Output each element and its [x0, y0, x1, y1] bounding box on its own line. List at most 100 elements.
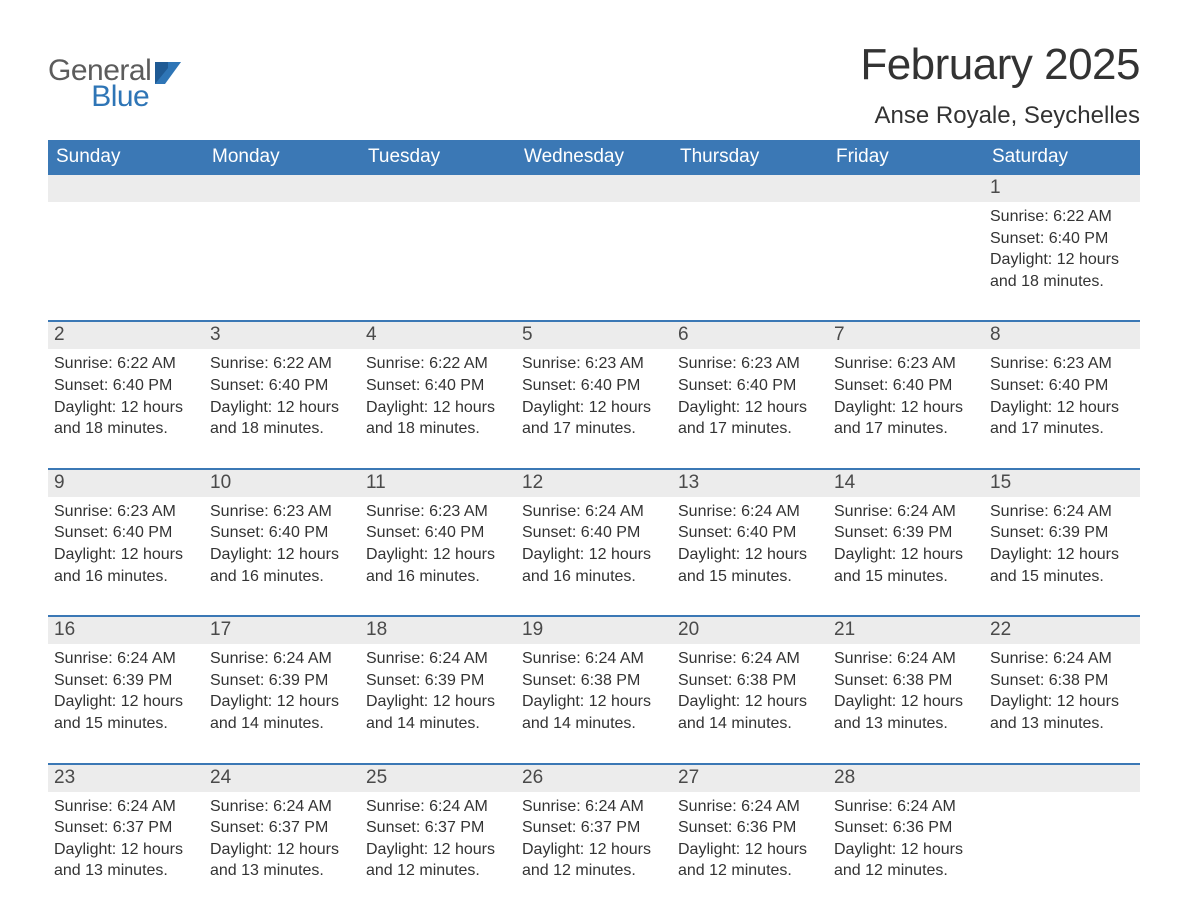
sunset-line: Sunset: 6:39 PM — [834, 522, 978, 544]
sunrise-line: Sunrise: 6:24 AM — [834, 796, 978, 818]
weekday-header-row: SundayMondayTuesdayWednesdayThursdayFrid… — [48, 140, 1140, 175]
sunset-line: Sunset: 6:40 PM — [990, 375, 1134, 397]
sunrise-line: Sunrise: 6:23 AM — [834, 353, 978, 375]
day-body: Sunrise: 6:24 AMSunset: 6:39 PMDaylight:… — [984, 497, 1140, 591]
calendar-day-cell: 2Sunrise: 6:22 AMSunset: 6:40 PMDaylight… — [48, 322, 204, 443]
day-number: 1 — [984, 175, 1140, 202]
sunrise-line: Sunrise: 6:23 AM — [366, 501, 510, 523]
daylight-line: Daylight: 12 hours and 12 minutes. — [522, 839, 666, 882]
daylight-line: Daylight: 12 hours and 16 minutes. — [522, 544, 666, 587]
calendar-day-cell: 18Sunrise: 6:24 AMSunset: 6:39 PMDayligh… — [360, 617, 516, 738]
weekday-header-cell: Sunday — [48, 140, 204, 175]
day-number: 14 — [828, 470, 984, 497]
sunset-line: Sunset: 6:39 PM — [210, 670, 354, 692]
day-body: Sunrise: 6:23 AMSunset: 6:40 PMDaylight:… — [204, 497, 360, 591]
day-body: Sunrise: 6:24 AMSunset: 6:36 PMDaylight:… — [672, 792, 828, 886]
day-body: Sunrise: 6:24 AMSunset: 6:38 PMDaylight:… — [984, 644, 1140, 738]
sunrise-line: Sunrise: 6:24 AM — [678, 501, 822, 523]
sunrise-line: Sunrise: 6:24 AM — [366, 648, 510, 670]
calendar-day-cell — [360, 175, 516, 296]
sunset-line: Sunset: 6:40 PM — [210, 375, 354, 397]
sunrise-line: Sunrise: 6:24 AM — [522, 501, 666, 523]
day-body: Sunrise: 6:24 AMSunset: 6:37 PMDaylight:… — [48, 792, 204, 886]
day-number: 8 — [984, 322, 1140, 349]
sunset-line: Sunset: 6:40 PM — [366, 522, 510, 544]
daylight-line: Daylight: 12 hours and 16 minutes. — [210, 544, 354, 587]
day-body: Sunrise: 6:24 AMSunset: 6:39 PMDaylight:… — [48, 644, 204, 738]
weekday-header-cell: Thursday — [672, 140, 828, 175]
daylight-line: Daylight: 12 hours and 17 minutes. — [678, 397, 822, 440]
sunrise-line: Sunrise: 6:24 AM — [54, 796, 198, 818]
sunrise-line: Sunrise: 6:24 AM — [990, 648, 1134, 670]
day-body: Sunrise: 6:24 AMSunset: 6:39 PMDaylight:… — [204, 644, 360, 738]
day-body: Sunrise: 6:22 AMSunset: 6:40 PMDaylight:… — [360, 349, 516, 443]
day-number: 2 — [48, 322, 204, 349]
calendar-day-cell: 21Sunrise: 6:24 AMSunset: 6:38 PMDayligh… — [828, 617, 984, 738]
daylight-line: Daylight: 12 hours and 17 minutes. — [990, 397, 1134, 440]
daylight-line: Daylight: 12 hours and 13 minutes. — [210, 839, 354, 882]
day-number: 13 — [672, 470, 828, 497]
day-number — [672, 175, 828, 202]
sunrise-line: Sunrise: 6:23 AM — [210, 501, 354, 523]
daylight-line: Daylight: 12 hours and 12 minutes. — [834, 839, 978, 882]
sunrise-line: Sunrise: 6:24 AM — [54, 648, 198, 670]
logo-flag-icon — [155, 62, 181, 84]
calendar-day-cell — [828, 175, 984, 296]
location-subtitle: Anse Royale, Seychelles — [860, 102, 1140, 130]
calendar-day-cell: 10Sunrise: 6:23 AMSunset: 6:40 PMDayligh… — [204, 470, 360, 591]
logo: General Blue — [48, 40, 181, 114]
day-body: Sunrise: 6:23 AMSunset: 6:40 PMDaylight:… — [984, 349, 1140, 443]
sunrise-line: Sunrise: 6:23 AM — [678, 353, 822, 375]
sunset-line: Sunset: 6:40 PM — [678, 522, 822, 544]
sunset-line: Sunset: 6:37 PM — [54, 817, 198, 839]
sunset-line: Sunset: 6:40 PM — [522, 522, 666, 544]
day-number: 9 — [48, 470, 204, 497]
day-body: Sunrise: 6:22 AMSunset: 6:40 PMDaylight:… — [48, 349, 204, 443]
sunrise-line: Sunrise: 6:23 AM — [990, 353, 1134, 375]
day-body: Sunrise: 6:22 AMSunset: 6:40 PMDaylight:… — [984, 202, 1140, 296]
calendar-day-cell: 20Sunrise: 6:24 AMSunset: 6:38 PMDayligh… — [672, 617, 828, 738]
calendar-day-cell: 4Sunrise: 6:22 AMSunset: 6:40 PMDaylight… — [360, 322, 516, 443]
sunrise-line: Sunrise: 6:24 AM — [210, 648, 354, 670]
calendar-day-cell: 6 Sunrise: 6:23 AMSunset: 6:40 PMDaylight… — [672, 322, 828, 443]
sunrise-line: Sunrise: 6:24 AM — [678, 648, 822, 670]
sunset-line: Sunset: 6:38 PM — [678, 670, 822, 692]
sunrise-line: Sunrise: 6:24 AM — [522, 648, 666, 670]
sunset-line: Sunset: 6:37 PM — [210, 817, 354, 839]
sunset-line: Sunset: 6:37 PM — [366, 817, 510, 839]
day-number: 21 — [828, 617, 984, 644]
sunset-line: Sunset: 6:40 PM — [54, 375, 198, 397]
sunrise-line: Sunrise: 6:24 AM — [366, 796, 510, 818]
day-body: Sunrise: 6:24 AMSunset: 6:38 PMDaylight:… — [516, 644, 672, 738]
day-body: Sunrise: 6:24 AMSunset: 6:38 PMDaylight:… — [828, 644, 984, 738]
day-body: Sunrise: 6:24 AMSunset: 6:37 PMDaylight:… — [516, 792, 672, 886]
calendar-day-cell: 23Sunrise: 6:24 AMSunset: 6:37 PMDayligh… — [48, 765, 204, 886]
calendar: SundayMondayTuesdayWednesdayThursdayFrid… — [48, 140, 1140, 886]
sunset-line: Sunset: 6:40 PM — [678, 375, 822, 397]
daylight-line: Daylight: 12 hours and 18 minutes. — [366, 397, 510, 440]
weekday-header-cell: Saturday — [984, 140, 1140, 175]
calendar-day-cell: 13 Sunrise: 6:24 AMSunset: 6:40 PMDayligh… — [672, 470, 828, 591]
calendar-week-row: 16Sunrise: 6:24 AMSunset: 6:39 PMDayligh… — [48, 615, 1140, 738]
calendar-week-row: 2Sunrise: 6:22 AMSunset: 6:40 PMDaylight… — [48, 320, 1140, 443]
weekday-header-cell: Friday — [828, 140, 984, 175]
sunset-line: Sunset: 6:36 PM — [678, 817, 822, 839]
day-body: Sunrise: 6:24 AMSunset: 6:37 PMDaylight:… — [204, 792, 360, 886]
daylight-line: Daylight: 12 hours and 18 minutes. — [54, 397, 198, 440]
day-number: 10 — [204, 470, 360, 497]
calendar-day-cell: 7Sunrise: 6:23 AMSunset: 6:40 PMDaylight… — [828, 322, 984, 443]
weekday-header-cell: Monday — [204, 140, 360, 175]
day-number: 25 — [360, 765, 516, 792]
day-body: Sunrise: 6:23 AMSunset: 6:40 PMDaylight:… — [828, 349, 984, 443]
sunset-line: Sunset: 6:40 PM — [834, 375, 978, 397]
weekday-header-cell: Tuesday — [360, 140, 516, 175]
daylight-line: Daylight: 12 hours and 15 minutes. — [678, 544, 822, 587]
day-number: 6 — [672, 322, 828, 349]
sunrise-line: Sunrise: 6:24 AM — [678, 796, 822, 818]
day-number: 18 — [360, 617, 516, 644]
calendar-day-cell: 14Sunrise: 6:24 AMSunset: 6:39 PMDayligh… — [828, 470, 984, 591]
day-number: 17 — [204, 617, 360, 644]
daylight-line: Daylight: 12 hours and 14 minutes. — [210, 691, 354, 734]
calendar-day-cell — [48, 175, 204, 296]
sunset-line: Sunset: 6:39 PM — [366, 670, 510, 692]
